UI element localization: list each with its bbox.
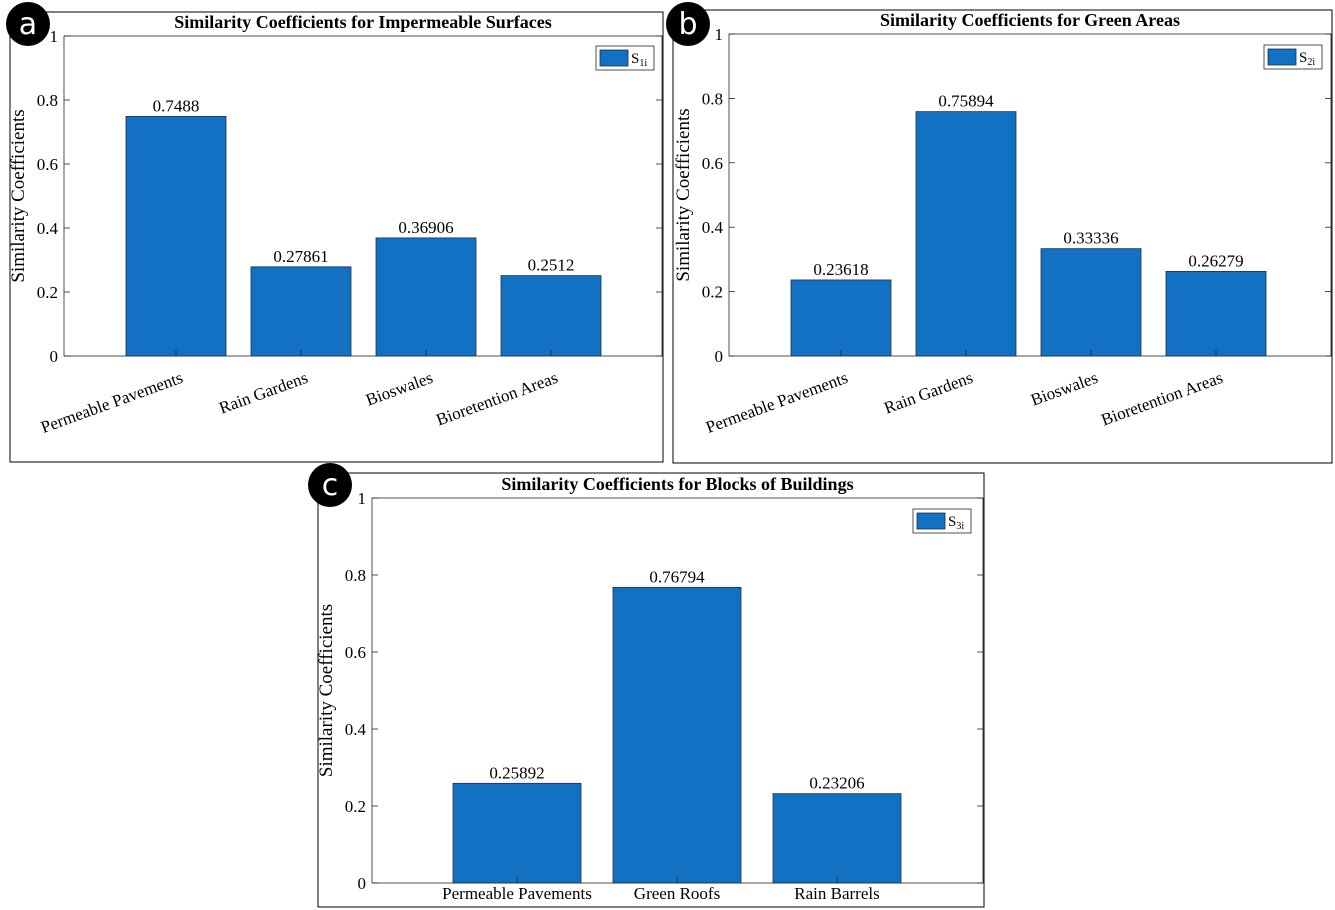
bar-value-label: 0.23618 <box>813 260 868 279</box>
bar-value-label: 0.23206 <box>809 774 864 793</box>
legend: S2i <box>1263 44 1323 70</box>
bar <box>915 111 1017 357</box>
panel-badge <box>666 2 710 46</box>
axes-box <box>728 33 1332 357</box>
y-tick-label: 0.8 <box>345 566 366 585</box>
chart-title: Similarity Coefficients for Blocks of Bu… <box>501 474 853 494</box>
panel-badge <box>308 463 352 507</box>
x-tick-label: Bioretention Areas <box>434 368 561 430</box>
y-tick-label: 0.8 <box>37 91 58 110</box>
bar-value-label: 0.33336 <box>1063 229 1118 248</box>
y-tick-label: 0.6 <box>345 643 366 662</box>
chart-c-svg: Similarity Coefficients for Blocks of Bu… <box>308 463 985 908</box>
legend-entry-subscript: 1i <box>639 58 647 69</box>
panel-frame <box>672 9 1333 464</box>
y-tick-label: 0 <box>715 347 724 366</box>
legend: S1i <box>595 45 655 71</box>
y-tick-label: 0.2 <box>702 283 723 302</box>
bar-value-label: 0.36906 <box>398 218 453 237</box>
y-axis-label: Similarity Coefficients <box>316 604 337 777</box>
axes-box <box>63 35 663 357</box>
y-tick-label: 0.2 <box>345 797 366 816</box>
bar-value-label: 0.25892 <box>489 763 544 782</box>
legend-swatch <box>1267 48 1297 66</box>
bar-value-label: 0.27861 <box>273 247 328 266</box>
y-tick-label: 1 <box>358 489 367 508</box>
x-tick-label: Bioswales <box>363 368 435 410</box>
y-axis-label: Similarity Coefficients <box>673 108 694 281</box>
chart-title: Similarity Coefficients for Impermeable … <box>174 12 552 32</box>
panel-badge-letter: b <box>678 7 697 42</box>
x-tick-label: Rain Gardens <box>881 368 975 418</box>
bar <box>1040 248 1142 357</box>
bar <box>125 115 227 357</box>
bar-value-label: 0.2512 <box>528 256 575 275</box>
bar-value-label: 0.7488 <box>153 96 200 115</box>
panel-badge <box>6 2 50 46</box>
chart-b-svg: Similarity Coefficients for Green Areas 0… <box>666 2 1333 464</box>
bar-value-label: 0.76794 <box>649 567 705 586</box>
y-tick-label: 0.2 <box>37 283 58 302</box>
x-tick-label: Permeable Pavements <box>703 368 850 437</box>
y-tick-label: 1 <box>715 25 724 44</box>
chart-panel-c: Similarity Coefficients for Blocks of Bu… <box>300 463 990 910</box>
chart-panel-a: Similarity Coefficients for Impermeable … <box>0 0 665 465</box>
y-tick-label: 0.4 <box>345 720 367 739</box>
chart-panel-b: Similarity Coefficients for Green Areas 0… <box>665 0 1335 465</box>
y-tick-label: 0.4 <box>702 218 724 237</box>
x-tick-label: Green Roofs <box>634 884 720 903</box>
legend-entry-subscript: 3i <box>956 521 964 532</box>
bar-value-label: 0.75894 <box>938 92 994 111</box>
bar <box>612 586 742 884</box>
legend-entry-subscript: 2i <box>1307 57 1315 68</box>
x-tick-label: Bioswales <box>1028 368 1100 410</box>
legend-swatch <box>599 49 629 67</box>
bar <box>375 237 477 357</box>
y-tick-label: 0.4 <box>37 219 59 238</box>
y-tick-label: 0.8 <box>702 89 723 108</box>
bar <box>452 782 582 884</box>
legend: S3i <box>912 508 972 534</box>
panel-frame <box>9 11 664 463</box>
panel-badge-letter: a <box>19 7 37 42</box>
x-tick-label: Permeable Pavements <box>38 368 185 437</box>
x-tick-label: Rain Barrels <box>794 884 879 903</box>
bar <box>772 793 902 884</box>
y-tick-label: 0 <box>358 874 367 893</box>
panel-frame <box>317 472 985 908</box>
bar <box>250 266 352 357</box>
bar <box>790 279 892 357</box>
chart-a-svg: Similarity Coefficients for Impermeable … <box>6 2 664 463</box>
y-axis-label: Similarity Coefficients <box>8 109 29 282</box>
legend-swatch <box>916 512 946 530</box>
y-tick-label: 0 <box>50 347 59 366</box>
y-tick-label: 0.6 <box>702 154 723 173</box>
bar <box>500 275 602 357</box>
x-tick-label: Permeable Pavements <box>442 884 592 903</box>
y-tick-label: 0.6 <box>37 155 58 174</box>
x-tick-label: Rain Gardens <box>216 368 310 418</box>
bar-value-label: 0.26279 <box>1188 251 1243 270</box>
bar <box>1165 270 1267 357</box>
panel-badge-letter: c <box>322 468 339 503</box>
y-tick-label: 1 <box>50 27 59 46</box>
chart-title: Similarity Coefficients for Green Areas <box>880 10 1180 30</box>
x-tick-label: Bioretention Areas <box>1099 368 1226 430</box>
